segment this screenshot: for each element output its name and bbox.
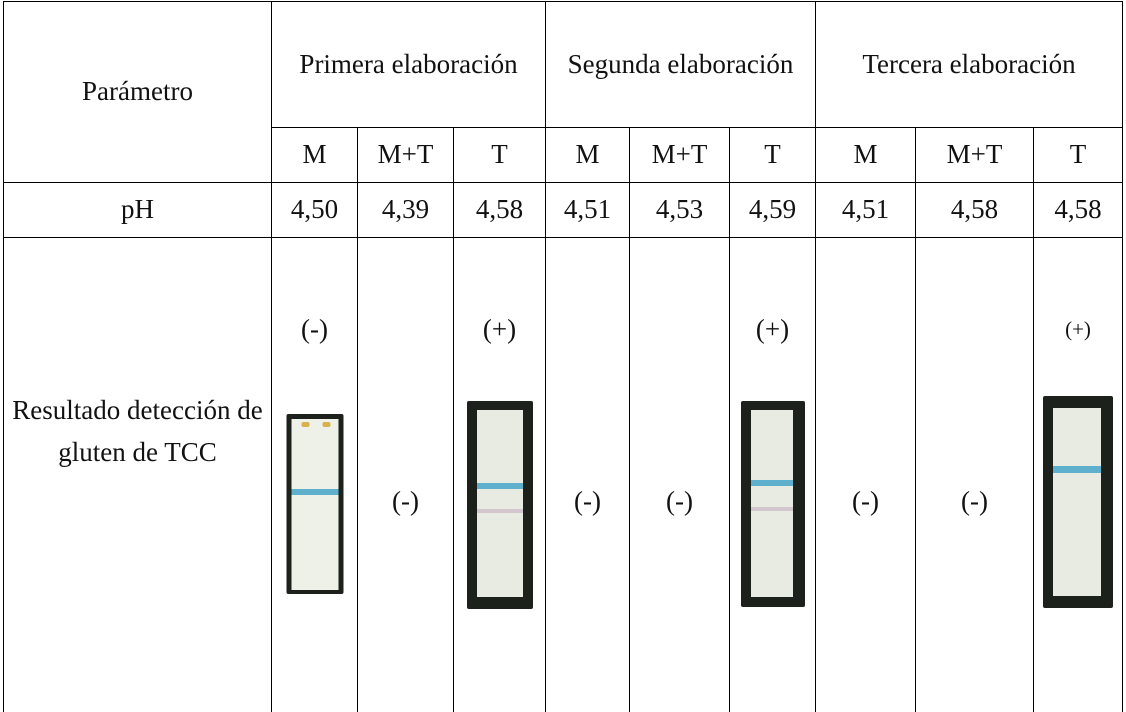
result-cell: (-) [546,238,630,712]
ph-value-cell: 4,58 [916,183,1034,238]
ph-value-cell: 4,53 [630,183,730,238]
result-sign: (+) [1034,313,1122,347]
subheader-cell: M+T [630,128,730,183]
result-label: Resultado detección de gluten de TCC [4,390,271,474]
ph-value-cell: 4,59 [730,183,816,238]
result-sign: (+) [454,308,545,351]
subheader-cell: M [272,128,358,183]
result-cell: (-) [358,238,454,712]
subheader-cell: M [816,128,916,183]
result-cell: (-) [630,238,730,712]
subheader-cell: T [454,128,546,183]
result-sign: (-) [546,480,629,523]
test-strip-image [1043,396,1113,608]
result-sign: (+) [730,308,815,351]
group-header-primera: Primera elaboración [272,2,546,128]
ph-value-cell: 4,51 [546,183,630,238]
subheader-cell: T [1034,128,1123,183]
parameter-header: Parámetro [4,2,272,183]
subheader-cell: M+T [358,128,454,183]
result-cell: (+) [1034,238,1123,712]
subheader-cell: M+T [916,128,1034,183]
result-sign: (-) [630,480,729,523]
subheader-cell: M [546,128,630,183]
ph-label: pH [4,183,272,238]
result-cell: (+) [454,238,546,712]
result-label-cell: Resultado detección de gluten de TCC [4,238,272,712]
result-cell: (-) [816,238,916,712]
results-table: Parámetro Primera elaboración Segunda el… [3,1,1123,712]
test-strip-image [286,414,343,594]
result-sign: (-) [272,308,357,351]
ph-value-cell: 4,39 [358,183,454,238]
subheader-cell: T [730,128,816,183]
ph-value-cell: 4,58 [1034,183,1123,238]
group-header-tercera: Tercera elaboración [816,2,1123,128]
ph-value-cell: 4,58 [454,183,546,238]
ph-value-cell: 4,51 [816,183,916,238]
test-strip-image [467,401,533,609]
test-strip-image [741,401,805,607]
ph-value-cell: 4,50 [272,183,358,238]
result-sign: (-) [916,480,1033,523]
group-header-segunda: Segunda elaboración [546,2,816,128]
result-sign: (-) [816,480,915,523]
result-sign: (-) [358,480,453,523]
result-cell: (-) [272,238,358,712]
result-cell: (-) [916,238,1034,712]
result-cell: (+) [730,238,816,712]
